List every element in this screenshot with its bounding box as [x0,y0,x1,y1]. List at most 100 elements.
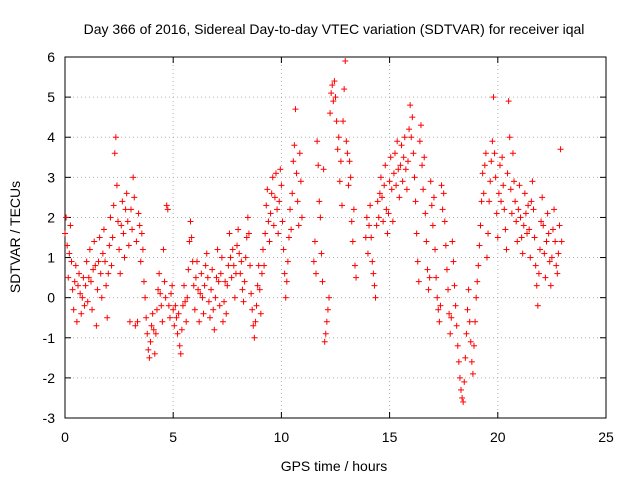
data-point [387,154,394,161]
data-point [191,306,198,313]
data-point [269,174,276,181]
x-tick-label: 5 [169,429,177,445]
data-point [446,310,453,317]
x-tick-label: 20 [490,429,506,445]
data-point [295,222,302,229]
data-point [540,222,547,229]
data-point [135,210,142,217]
data-point [370,270,377,277]
data-point [245,230,252,237]
data-point [527,254,534,261]
data-point [96,234,103,241]
data-point [419,162,426,169]
data-point [459,394,466,401]
data-point [437,302,444,309]
data-point [313,270,320,277]
data-point [218,254,225,261]
y-tick-label: 3 [47,169,55,185]
data-point [470,342,477,349]
data-point [205,298,212,305]
data-point [385,210,392,217]
data-point [109,234,116,241]
data-point [341,86,348,93]
data-point [516,182,523,189]
data-point [99,250,106,257]
data-point [196,318,203,325]
data-point [126,318,133,325]
data-point [124,218,131,225]
data-point [340,118,347,125]
data-point [224,282,231,289]
data-point [373,222,380,229]
data-point [134,318,141,325]
data-point [388,186,395,193]
data-point [274,206,281,213]
data-point [63,214,70,221]
data-point [128,206,135,213]
data-point [439,206,446,213]
data-point [266,238,273,245]
y-tick-label: 0 [47,290,55,306]
data-point [117,270,124,277]
data-point [460,398,467,405]
data-point [197,290,204,297]
data-point [407,102,414,109]
data-point [533,282,540,289]
data-point [427,178,434,185]
data-point [262,230,269,237]
data-point [552,238,559,245]
data-point [148,322,155,329]
data-point [136,222,143,229]
data-point [272,170,279,177]
data-point [315,162,322,169]
data-point [479,170,486,177]
data-point [263,202,270,209]
data-point [119,198,126,205]
data-point [512,198,519,205]
data-point [454,342,461,349]
data-point [120,230,127,237]
data-point [416,138,423,145]
data-point [321,338,328,345]
data-point [494,234,501,241]
data-point [390,170,397,177]
data-point [242,254,249,261]
data-point [78,310,85,317]
data-point [469,370,476,377]
data-point [102,258,109,265]
data-point [383,206,390,213]
data-point [252,318,259,325]
data-point [261,262,268,269]
data-point [534,302,541,309]
data-point [473,294,480,301]
data-point [447,330,454,337]
data-point [532,262,539,269]
data-point [323,318,330,325]
x-tick-label: 25 [598,429,614,445]
data-point [411,174,418,181]
data-point [204,274,211,281]
data-point [91,238,98,245]
data-point [279,218,286,225]
data-point [83,258,90,265]
data-point [485,230,492,237]
data-point [539,194,546,201]
data-point [374,198,381,205]
data-point [396,194,403,201]
data-point [335,134,342,141]
data-point [386,178,393,185]
data-point [486,198,493,205]
data-point [278,182,285,189]
data-point [172,302,179,309]
data-point [480,190,487,197]
data-point [137,258,144,265]
data-point [181,282,188,289]
data-point [98,294,105,301]
data-point [362,234,369,241]
data-point [190,282,197,289]
data-point [349,238,356,245]
data-point [320,166,327,173]
data-point [254,282,261,289]
data-point [412,198,419,205]
